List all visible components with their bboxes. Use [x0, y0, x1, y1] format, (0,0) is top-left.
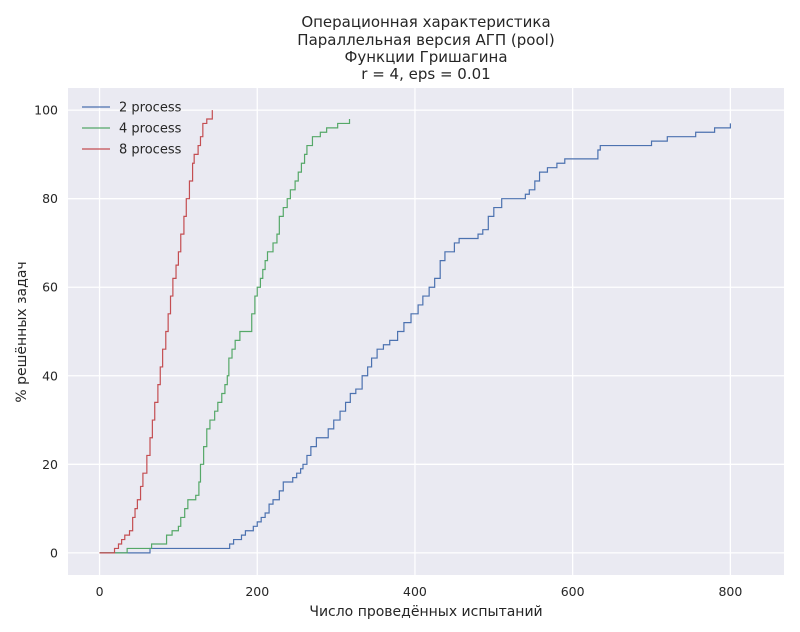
y-tick-label: 60 — [42, 280, 58, 295]
y-tick-label: 20 — [42, 457, 58, 472]
x-tick-label: 600 — [561, 584, 585, 599]
legend-label: 2 process — [119, 101, 182, 116]
legend-label: 8 process — [119, 143, 182, 158]
legend: 2 process 4 process 8 process — [82, 101, 182, 158]
chart-title: Операционная характеристика Параллельная… — [297, 13, 554, 83]
series-layer — [99, 110, 731, 554]
y-tick-label: 100 — [34, 103, 58, 118]
title-line-3: Функции Гришагина — [344, 48, 507, 66]
plot-area — [68, 88, 784, 575]
series-line-4-process — [99, 118, 351, 554]
grid — [68, 88, 784, 575]
y-tick-label: 40 — [42, 368, 58, 383]
title-line-4: r = 4, eps = 0.01 — [361, 65, 490, 83]
x-tick-label: 0 — [96, 584, 104, 599]
series-line-8-process — [99, 110, 213, 554]
tick-labels: 0 200 400 600 800 0 20 40 60 80 100 — [34, 103, 742, 599]
y-axis-label: % решённых задач — [14, 261, 30, 402]
x-axis-label: Число проведённых испытаний — [309, 604, 542, 620]
series-line-2-process — [99, 123, 731, 554]
x-tick-label: 200 — [245, 584, 269, 599]
title-line-1: Операционная характеристика — [301, 13, 550, 31]
y-tick-label: 0 — [50, 545, 58, 560]
y-tick-label: 80 — [42, 191, 58, 206]
title-line-2: Параллельная версия АГП (pool) — [297, 31, 554, 49]
legend-label: 4 process — [119, 122, 182, 137]
x-tick-label: 400 — [403, 584, 427, 599]
x-tick-label: 800 — [718, 584, 742, 599]
